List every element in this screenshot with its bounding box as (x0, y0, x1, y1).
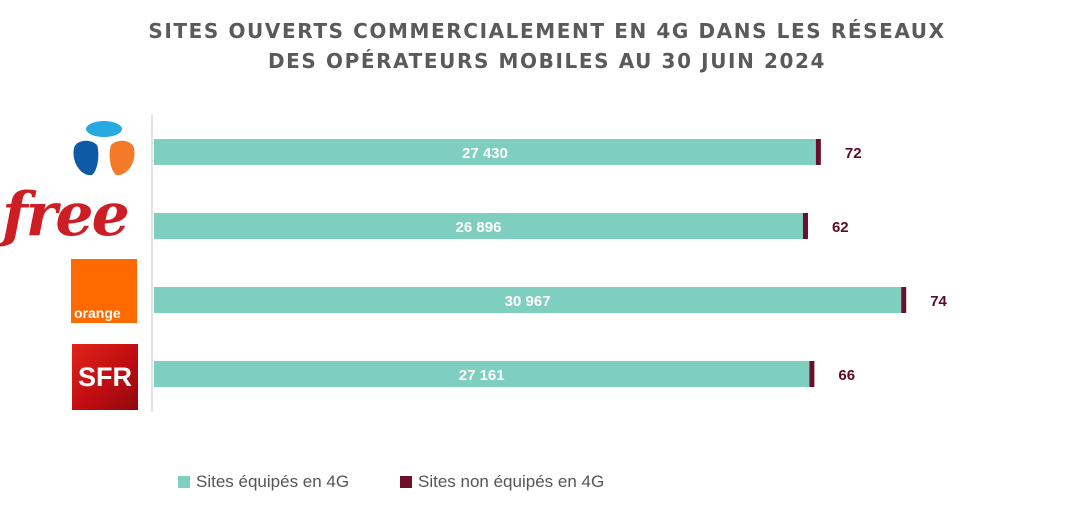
data-label-not-equipped-orange: 74 (930, 293, 947, 310)
legend-item-not-equipped: Sites non équipés en 4G (400, 472, 604, 492)
chart-title-line-1: SITES OUVERTS COMMERCIALEMENT EN 4G DANS… (148, 19, 946, 43)
legend-swatch-not-equipped (400, 476, 412, 488)
orange-logo: orange (71, 259, 137, 323)
legend-label-not-equipped: Sites non équipés en 4G (418, 472, 605, 491)
chart-title-line-2: DES OPÉRATEURS MOBILES AU 30 JUIN 2024 (267, 49, 827, 73)
bar-equipped-orange (154, 287, 902, 313)
bar-equipped-sfr (154, 361, 810, 387)
bar-not-equipped-bouygues-telecom (815, 139, 821, 165)
legend-label-equipped: Sites équipés en 4G (196, 472, 350, 491)
free-logo-text: free (2, 180, 130, 250)
data-label-not-equipped-free: 62 (832, 219, 849, 236)
data-label-not-equipped-bouygues-telecom: 72 (845, 145, 862, 162)
data-label-equipped-orange: 30 967 (505, 293, 551, 310)
data-label-equipped-sfr: 27 161 (459, 367, 505, 384)
chart-title: SITES OUVERTS COMMERCIALEMENT EN 4G DANS… (0, 16, 1088, 76)
orange-logo-text: orange (74, 305, 121, 321)
legend-swatch-equipped (178, 476, 190, 488)
data-label-not-equipped-sfr: 66 (838, 367, 855, 384)
data-label-equipped-bouygues-telecom: 27 430 (462, 145, 508, 162)
sfr-logo: SFR (72, 344, 138, 410)
sfr-logo-text: SFR (78, 362, 132, 392)
bar-equipped-bouygues-telecom (154, 139, 816, 165)
bar-not-equipped-orange (901, 287, 907, 313)
bar-not-equipped-sfr (809, 361, 815, 387)
bouygues-telecom-logo (73, 121, 135, 176)
bar-equipped-free (154, 213, 803, 239)
data-label-equipped-free: 26 896 (456, 219, 502, 236)
legend-item-equipped: Sites équipés en 4G (178, 472, 349, 492)
bar-not-equipped-free (802, 213, 808, 239)
free-logo: free (0, 182, 145, 254)
